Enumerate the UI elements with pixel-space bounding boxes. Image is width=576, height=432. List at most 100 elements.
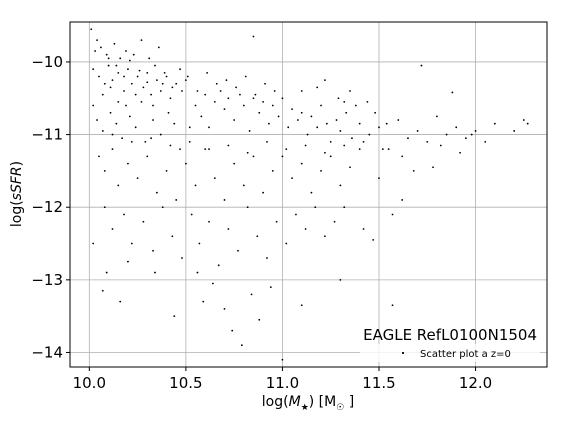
data-point: [127, 68, 129, 71]
data-point: [142, 86, 145, 89]
data-point: [173, 122, 176, 125]
data-point: [157, 46, 160, 49]
x-tick-label: 11.0: [266, 374, 299, 392]
data-point: [227, 97, 230, 100]
data-point: [266, 257, 268, 259]
data-point: [407, 137, 409, 140]
data-point: [227, 228, 230, 230]
data-point: [420, 64, 423, 67]
data-point: [343, 206, 346, 209]
data-point: [204, 93, 207, 96]
data-point: [117, 184, 120, 187]
data-point: [254, 93, 257, 96]
data-point: [339, 278, 342, 281]
data-point: [397, 119, 400, 121]
data-point: [484, 140, 487, 143]
data-point: [200, 115, 203, 118]
data-point: [136, 177, 139, 180]
data-point: [271, 169, 274, 172]
x-tick-label: 10.5: [169, 374, 202, 392]
data-point: [219, 90, 222, 92]
data-point: [281, 358, 284, 361]
data-point: [173, 315, 176, 318]
data-point: [171, 235, 174, 238]
data-point: [128, 115, 131, 118]
data-point: [130, 140, 133, 143]
data-point: [188, 126, 191, 129]
data-point: [213, 100, 216, 103]
data-point: [314, 206, 317, 209]
data-point: [212, 282, 214, 285]
data-point: [233, 162, 236, 165]
data-point: [117, 100, 120, 103]
data-point: [196, 90, 199, 92]
data-point: [169, 144, 172, 147]
data-point: [258, 111, 261, 114]
data-point: [152, 104, 154, 107]
data-point: [459, 151, 461, 154]
legend-entry-label: Scatter plot a z=0: [420, 349, 511, 360]
legend: Scatter plot a z=0: [360, 344, 540, 362]
data-point: [470, 133, 473, 136]
data-point: [474, 130, 477, 132]
data-point: [242, 104, 245, 107]
y-tick-label: −13: [31, 271, 63, 289]
data-point: [94, 50, 97, 52]
data-point: [372, 238, 375, 241]
data-point: [223, 108, 226, 111]
data-point: [208, 220, 210, 223]
data-point: [123, 90, 125, 92]
data-point: [121, 137, 124, 140]
data-point: [184, 79, 187, 82]
data-point: [426, 140, 429, 143]
data-point: [150, 93, 153, 96]
data-point: [464, 137, 467, 140]
data-point: [333, 220, 336, 223]
data-point: [262, 100, 265, 103]
data-point: [354, 104, 357, 107]
data-point: [258, 318, 261, 321]
data-point: [242, 184, 245, 187]
data-point: [103, 169, 106, 172]
data-point: [127, 162, 129, 165]
data-point: [339, 130, 342, 132]
data-point: [163, 71, 166, 74]
data-point: [378, 177, 380, 180]
data-point: [273, 90, 276, 92]
x-tick-label: 12.0: [459, 374, 492, 392]
y-axis-label: log(sSFR): [9, 161, 25, 227]
data-point: [130, 82, 133, 85]
data-point: [324, 151, 326, 154]
data-point: [291, 177, 293, 180]
data-point: [246, 206, 249, 209]
data-point: [349, 166, 351, 169]
data-point: [310, 191, 313, 194]
data-point: [281, 155, 284, 158]
data-point: [134, 126, 137, 129]
data-point: [107, 64, 110, 67]
data-point: [198, 242, 201, 245]
data-point: [320, 104, 322, 107]
data-point: [412, 169, 415, 172]
data-point: [362, 140, 365, 143]
data-point: [96, 39, 98, 42]
data-point: [105, 271, 108, 274]
data-point: [217, 264, 220, 267]
x-axis-ticks: 10.0 10.5 11.0 11.5 12.0: [73, 367, 492, 392]
data-point: [391, 213, 394, 216]
data-point: [103, 206, 106, 209]
data-point: [368, 133, 371, 136]
data-point: [436, 115, 438, 118]
data-point: [223, 307, 226, 310]
data-point: [119, 300, 122, 303]
y-axis-ticks: −14 −13 −12 −11 −10: [31, 53, 70, 361]
data-point: [194, 184, 197, 187]
data-point: [252, 97, 255, 100]
data-point: [156, 191, 158, 194]
y-tick-label: −11: [31, 126, 63, 144]
data-point: [285, 242, 288, 245]
data-point: [92, 104, 95, 107]
data-point: [264, 82, 266, 85]
grid: [70, 22, 547, 367]
data-point: [387, 148, 390, 151]
